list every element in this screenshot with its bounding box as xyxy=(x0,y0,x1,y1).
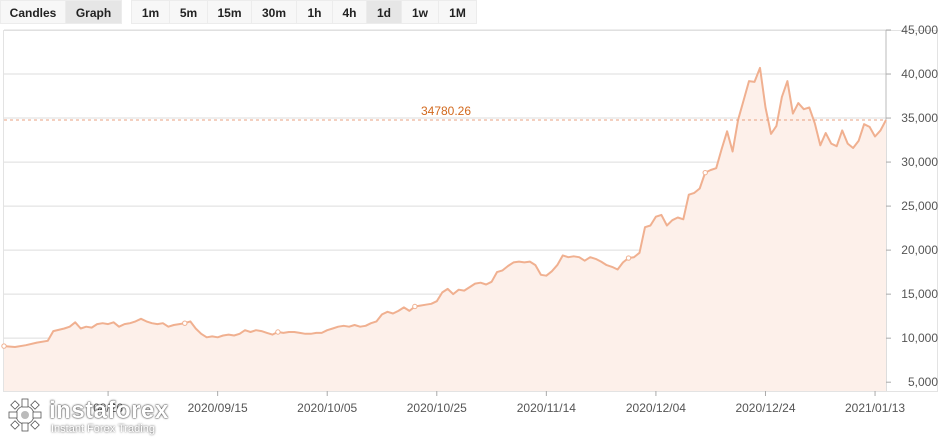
x-axis-ticks: 08/26 2020/09/15 2020/10/05 2020/10/25 2020/… xyxy=(93,391,905,415)
price-area-fill xyxy=(4,67,886,392)
timeframe-1w-button[interactable]: 1w xyxy=(401,0,439,24)
x-tick-label: 2020/10/25 xyxy=(407,401,467,415)
y-tick-label: 30,000 xyxy=(901,155,938,169)
y-tick-label: 15,000 xyxy=(901,287,938,301)
x-tick-label: 08/26 xyxy=(93,401,123,415)
x-tick-label: 2020/11/14 xyxy=(517,401,576,415)
timeframe-1d-button[interactable]: 1d xyxy=(366,0,402,24)
data-point-marker xyxy=(182,320,188,326)
y-tick-label: 35,000 xyxy=(901,111,938,125)
y-tick-label: 40,000 xyxy=(901,67,938,81)
y-tick-label: 25,000 xyxy=(901,199,938,213)
data-point-marker xyxy=(275,329,281,335)
x-tick-label: 2021/01/13 xyxy=(845,401,905,415)
x-tick-label: 2020/12/24 xyxy=(735,401,795,415)
timeframe-4h-button[interactable]: 4h xyxy=(332,0,367,24)
timeframe-1m-button[interactable]: 1m xyxy=(131,0,170,24)
y-tick-label: 5,000 xyxy=(908,375,938,389)
data-point-marker xyxy=(412,303,418,310)
brand-tagline: Instant Forex Trading xyxy=(51,423,155,435)
y-tick-label: 20,000 xyxy=(901,243,938,257)
timeframe-1M-button[interactable]: 1M xyxy=(438,0,477,24)
data-point-marker xyxy=(1,343,7,349)
current-price-label: 34780.26 xyxy=(421,104,471,118)
y-tick-label: 10,000 xyxy=(901,331,938,345)
y-axis-ticks: 5,000 10,000 15,000 20,000 25,000 30,000 35,00… xyxy=(886,23,938,389)
data-point-marker xyxy=(625,255,632,261)
price-series-line xyxy=(3,66,887,348)
chart-type-candles-button[interactable]: Candles xyxy=(0,0,66,24)
toolbar: Candles Graph 1m 5m 15m 30m 1h 4h 1d 1w … xyxy=(0,0,940,26)
x-tick-label: 2020/10/05 xyxy=(297,401,357,415)
timeframe-1h-button[interactable]: 1h xyxy=(296,0,333,24)
brand-name: instaforex xyxy=(49,397,169,424)
x-tick-label: 2020/09/15 xyxy=(188,401,248,415)
x-tick-label: 2020/12/04 xyxy=(626,401,686,415)
timeframe-15m-button[interactable]: 15m xyxy=(207,0,252,24)
brand-watermark: instaforex Instant Forex Trading xyxy=(6,395,186,435)
data-point-marker xyxy=(702,169,708,176)
instaforex-logo-icon xyxy=(8,398,42,432)
y-tick-label: 45,000 xyxy=(901,23,938,37)
chart-type-graph-button[interactable]: Graph xyxy=(65,0,122,24)
